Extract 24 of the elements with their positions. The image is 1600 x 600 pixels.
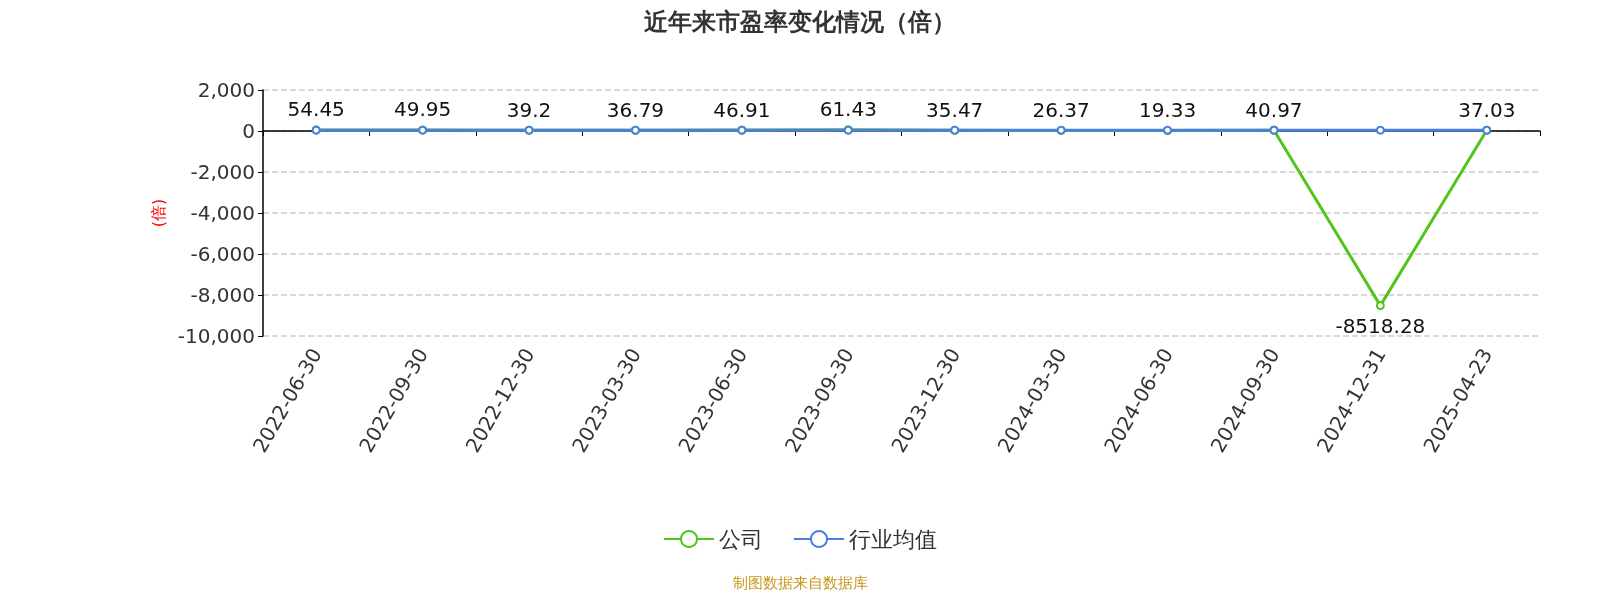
data-label: 37.03 [1458,97,1516,122]
data-label: 36.79 [606,97,665,122]
legend-label: 公司 [719,526,763,552]
y-tick-label: -10,000 [177,324,255,348]
chart-title: 近年来市盈率变化情况（倍） [644,8,956,36]
data-label: 26.37 [1032,97,1090,122]
y-tick-label: -6,000 [190,242,255,266]
data-label: 61.43 [819,97,877,122]
y-tick-label: 2,000 [197,78,255,102]
y-axis-title: (倍) [149,198,169,228]
y-tick-label: -8,000 [190,283,255,307]
data-label: 35.47 [926,97,984,122]
data-label: 46.91 [713,97,771,122]
data-label: 19.33 [1138,98,1197,123]
data-label: 54.45 [287,97,345,122]
y-tick-label: 0 [242,119,255,143]
data-label: -8518.28 [1335,314,1426,339]
data-label: 40.97 [1245,97,1303,122]
data-label: 39.2 [506,97,552,122]
text: 制图数据来自数据库 [732,573,868,592]
y-tick-label: -2,000 [190,160,255,184]
y-tick-label: -4,000 [190,201,255,225]
data-label: 49.95 [393,97,452,122]
legend-label: 行业均值 [849,526,937,552]
